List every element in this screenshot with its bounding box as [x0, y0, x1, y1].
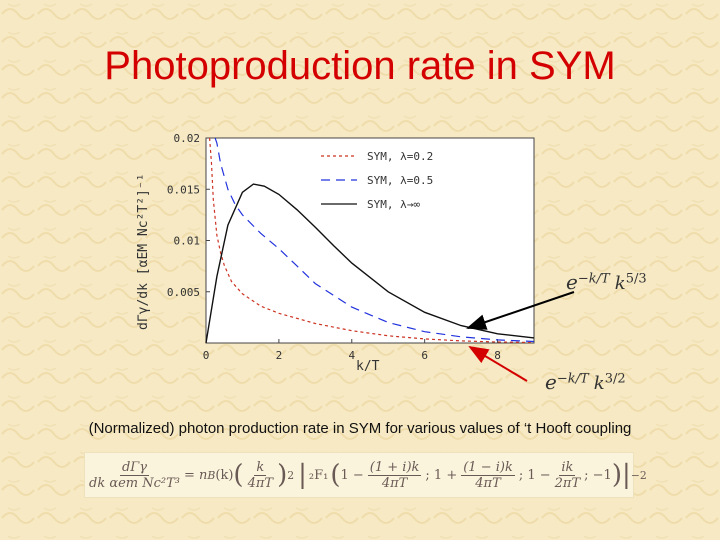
slide-title: Photoproduction rate in SYM — [104, 44, 616, 88]
series-line-1 — [209, 137, 535, 344]
formula: dΓγ dk αem Nc²T³ = n B (k) (k 4πT) 2 | ₂F₁ (1… — [84, 452, 647, 498]
x-tick-label: 2 — [276, 349, 283, 362]
y-tick-label: 0.02 — [174, 132, 201, 145]
x-tick-label: 0 — [203, 349, 210, 362]
y-tick-label: 0.01 — [174, 235, 201, 248]
arrow-lower — [468, 345, 528, 382]
asymptote-lower-label: e−k/T k3/2 — [545, 370, 626, 394]
series-line-3 — [205, 183, 535, 344]
y-tick-label: 0.005 — [167, 286, 200, 299]
legend-label-2: SYM, λ=0.5 — [367, 174, 433, 187]
caption: (Normalized) photon production rate in S… — [88, 420, 632, 437]
chart-svg: 0 2 4 6 8 0.005 0.01 0.015 0.02 SYM, λ=0.2 SYM, λ… — [167, 132, 535, 362]
x-tick-label: 8 — [494, 349, 501, 362]
arrow-upper — [466, 291, 575, 330]
chart: 0 2 4 6 8 0.005 0.01 0.015 0.02 SYM, λ=0.2 SYM, λ… — [130, 128, 550, 378]
x-tick-label: 6 — [421, 349, 428, 362]
series-line-2 — [214, 137, 535, 343]
x-tick-label: 4 — [348, 349, 355, 362]
legend-label-3: SYM, λ→∞ — [367, 198, 420, 211]
plot-background — [205, 137, 535, 344]
x-axis-label: k/T — [356, 359, 380, 374]
formula-lhs: dΓγ dk αem Nc²T³ — [89, 459, 181, 491]
y-tick-label: 0.015 — [167, 183, 200, 196]
asymptote-upper-label: e−k/T k5/3 — [566, 270, 647, 294]
legend-label-1: SYM, λ=0.2 — [367, 150, 433, 163]
